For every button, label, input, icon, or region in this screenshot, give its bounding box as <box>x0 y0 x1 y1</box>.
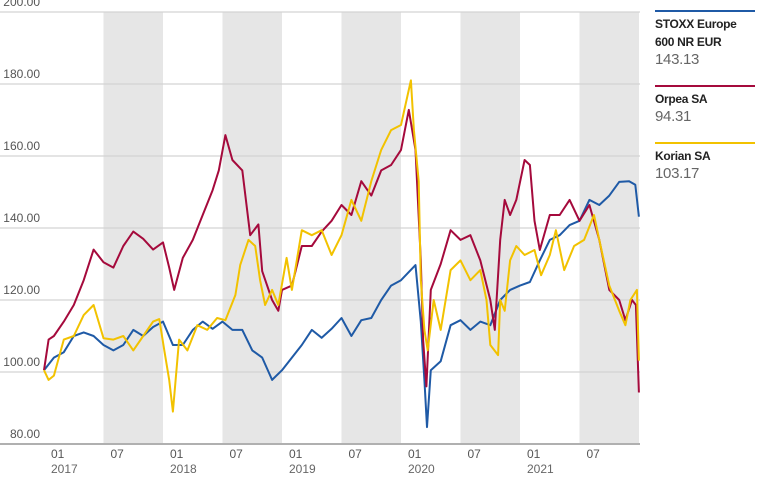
series-line-korian-sa <box>43 79 640 413</box>
x-tick-label: 07 <box>468 447 482 461</box>
x-tick-label: 07 <box>587 447 601 461</box>
legend-value-korian: 103.17 <box>655 165 700 182</box>
y-tick-label: 140.00 <box>3 211 40 225</box>
legend: STOXX Europe 600 NR EUR 143.13 <box>655 10 755 69</box>
x-tick-label: 01 <box>289 447 303 461</box>
x-tick-year-label: 2017 <box>51 462 78 476</box>
y-tick-label: 200.00 <box>3 0 40 9</box>
x-tick-year-label: 2020 <box>408 462 435 476</box>
x-tick-year-label: 2021 <box>527 462 554 476</box>
legend-swatch-orpea <box>655 85 755 87</box>
gridlines <box>0 11 640 445</box>
x-tick-label: 07 <box>349 447 363 461</box>
y-tick-label: 120.00 <box>3 283 40 297</box>
legend-item-stoxx[interactable]: STOXX Europe 600 NR EUR 143.13 <box>655 10 755 69</box>
x-tick-label: 07 <box>230 447 244 461</box>
x-tick-label: 07 <box>111 447 125 461</box>
y-tick-label: 80.00 <box>10 427 40 441</box>
x-tick-year-label: 2019 <box>289 462 316 476</box>
y-axis-ticks: 80.00 100.00 120.00 140.00 160.00 180.00 200.0… <box>3 0 40 441</box>
x-tick-label: 01 <box>408 447 422 461</box>
legend-label-stoxx: STOXX Europe 600 NR EUR <box>655 15 755 51</box>
legend-swatch-korian <box>655 142 755 144</box>
x-tick-label: 01 <box>51 447 65 461</box>
y-tick-label: 180.00 <box>3 67 40 81</box>
series-line-stoxx-europe-600-nr-eur <box>43 180 640 429</box>
legend-swatch-stoxx <box>655 10 755 12</box>
series-line-orpea-sa <box>43 108 640 393</box>
legend-label-korian: Korian SA <box>655 149 711 163</box>
x-tick-label: 01 <box>170 447 184 461</box>
legend-value-orpea: 94.31 <box>655 108 692 125</box>
legend-label-line2: 600 NR EUR <box>655 35 722 49</box>
legend-item-korian[interactable]: Korian SA 103.17 <box>655 142 755 183</box>
legend-label-line1: STOXX Europe <box>655 17 737 31</box>
x-tick-year-label: 2018 <box>170 462 197 476</box>
legend-item-orpea[interactable]: Orpea SA 94.31 <box>655 85 755 126</box>
legend-label-orpea: Orpea SA <box>655 92 708 106</box>
line-chart: 80.00 100.00 120.00 140.00 160.00 180.00 200.0… <box>0 0 640 476</box>
y-tick-label: 160.00 <box>3 139 40 153</box>
series-lines <box>43 79 640 429</box>
legend-value-stoxx: 143.13 <box>655 51 700 68</box>
y-tick-label: 100.00 <box>3 355 40 369</box>
x-tick-label: 01 <box>527 447 541 461</box>
